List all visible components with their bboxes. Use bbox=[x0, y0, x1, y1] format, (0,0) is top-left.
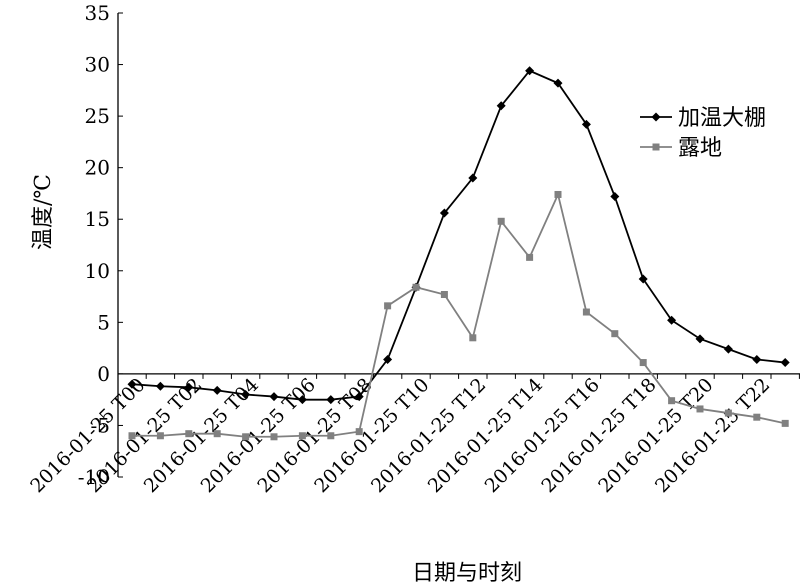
data-point bbox=[639, 359, 647, 367]
data-point bbox=[781, 419, 789, 427]
y-axis-title: 温度/℃ bbox=[31, 174, 56, 250]
data-point bbox=[184, 382, 194, 392]
data-point bbox=[440, 290, 448, 298]
data-point bbox=[185, 430, 193, 438]
data-point bbox=[780, 358, 790, 368]
x-axis-title: 日期与时刻 bbox=[412, 561, 522, 586]
y-tick-label: 35 bbox=[85, 1, 110, 25]
data-point bbox=[326, 395, 336, 405]
data-point bbox=[384, 302, 392, 310]
data-point bbox=[127, 379, 137, 389]
data-point bbox=[695, 334, 705, 344]
data-point bbox=[241, 390, 251, 400]
data-point bbox=[553, 78, 563, 88]
legend-label: 露地 bbox=[678, 136, 722, 161]
y-axis-ticks: -10 -5 0 5 10 15 20 25 30 35 bbox=[78, 1, 123, 489]
data-point bbox=[155, 381, 165, 391]
y-tick-label: -10 bbox=[78, 465, 110, 489]
data-point bbox=[327, 432, 335, 440]
data-point bbox=[439, 208, 449, 218]
data-point bbox=[496, 101, 506, 111]
data-point bbox=[354, 392, 364, 402]
data-point bbox=[610, 192, 620, 202]
data-point bbox=[269, 392, 279, 402]
data-point bbox=[752, 354, 762, 364]
data-point bbox=[298, 432, 306, 440]
data-point bbox=[412, 283, 420, 291]
data-point bbox=[554, 190, 562, 198]
y-tick-label: 10 bbox=[85, 259, 110, 283]
data-point bbox=[242, 433, 250, 441]
data-point bbox=[128, 432, 136, 440]
data-point bbox=[270, 433, 278, 441]
y-tick-label: 25 bbox=[85, 104, 110, 128]
data-point bbox=[525, 66, 535, 76]
data-point bbox=[753, 413, 761, 421]
data-point bbox=[724, 409, 732, 417]
y-tick-label: 0 bbox=[97, 362, 110, 386]
series-line-0 bbox=[131, 69, 786, 401]
series-layer bbox=[127, 66, 790, 441]
y-tick-label: 30 bbox=[85, 53, 110, 77]
data-point bbox=[526, 253, 534, 261]
data-point bbox=[723, 344, 733, 354]
data-point bbox=[638, 274, 648, 284]
data-point bbox=[469, 334, 477, 342]
data-point bbox=[668, 397, 676, 405]
data-point bbox=[297, 395, 307, 405]
legend-marker bbox=[652, 143, 660, 151]
data-point bbox=[213, 430, 221, 438]
data-point bbox=[582, 308, 590, 316]
data-point bbox=[611, 330, 619, 338]
data-point bbox=[355, 428, 363, 436]
y-tick-label: 20 bbox=[85, 156, 110, 180]
y-tick-label: -5 bbox=[91, 413, 110, 437]
series-line-1 bbox=[132, 191, 786, 438]
y-tick-label: 15 bbox=[85, 207, 110, 231]
data-point bbox=[468, 173, 478, 183]
legend-label: 加温大棚 bbox=[678, 106, 766, 131]
data-point bbox=[667, 315, 677, 325]
data-point bbox=[497, 217, 505, 225]
data-point bbox=[156, 432, 164, 440]
y-tick-label: 5 bbox=[97, 310, 110, 334]
data-point bbox=[696, 405, 704, 413]
data-point bbox=[212, 385, 222, 395]
data-point bbox=[581, 119, 591, 129]
legend-marker bbox=[651, 112, 661, 122]
data-point bbox=[383, 354, 393, 364]
axes bbox=[117, 13, 800, 477]
